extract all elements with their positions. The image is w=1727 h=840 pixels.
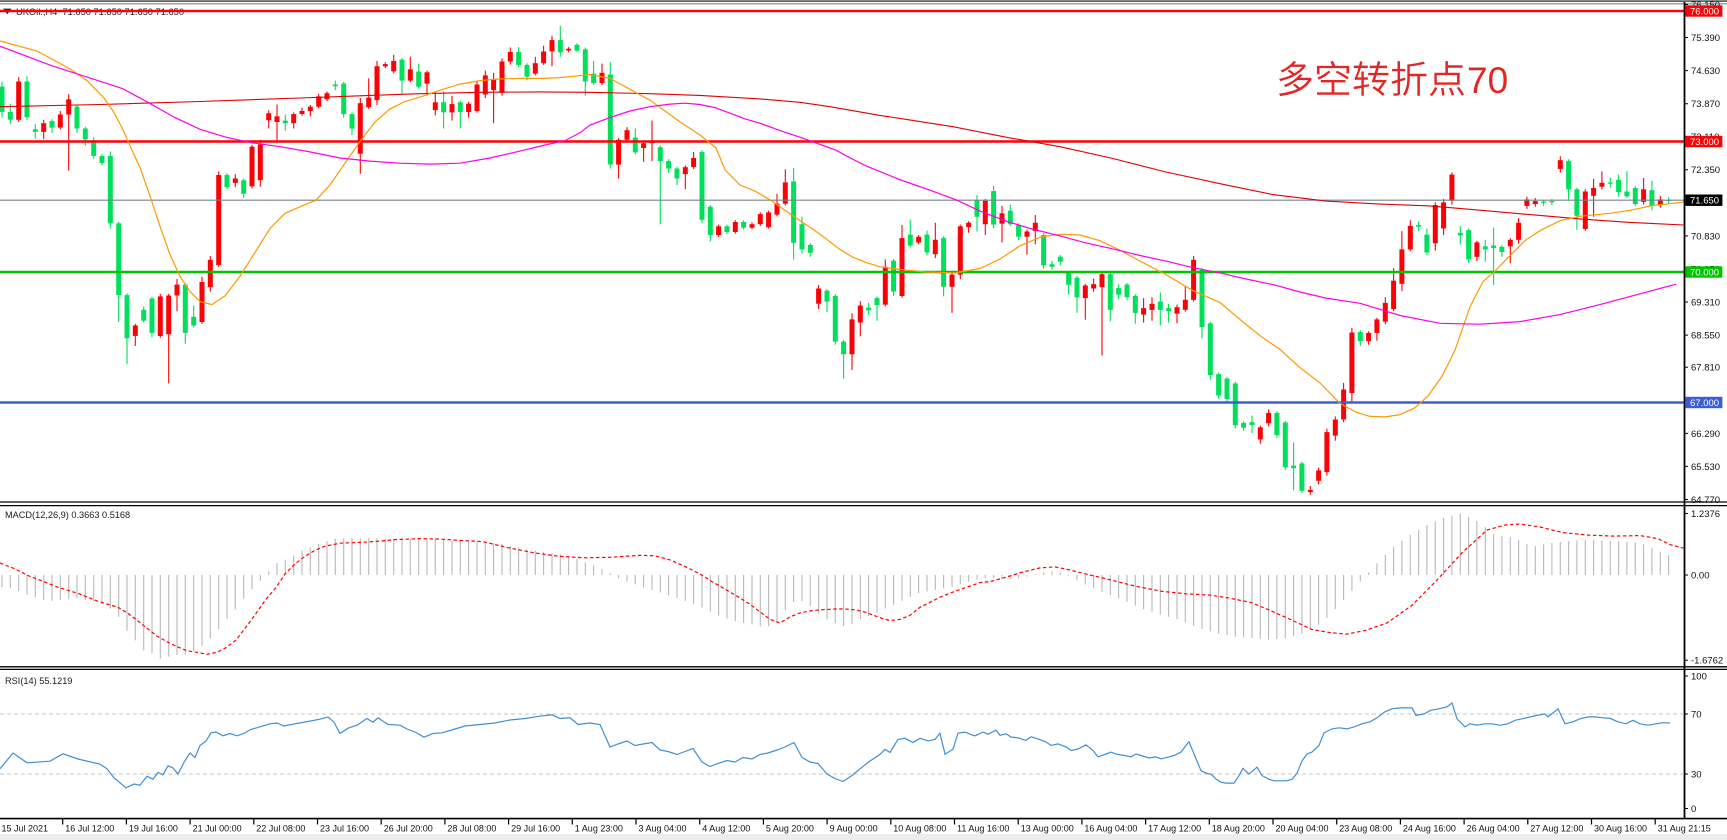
svg-text:15 Jul 2021: 15 Jul 2021 [2, 823, 49, 833]
svg-text:72.350: 72.350 [1691, 165, 1720, 176]
svg-text:13 Aug 00:00: 13 Aug 00:00 [1021, 823, 1074, 833]
svg-text:26 Aug 04:00: 26 Aug 04:00 [1467, 823, 1520, 833]
svg-text:73.000: 73.000 [1690, 137, 1719, 148]
svg-text:RSI(14) 55.1219: RSI(14) 55.1219 [5, 676, 72, 686]
svg-text:67.810: 67.810 [1691, 363, 1720, 374]
svg-text:16 Jul 12:00: 16 Jul 12:00 [65, 823, 114, 833]
svg-text:66.290: 66.290 [1691, 429, 1720, 440]
svg-text:64.770: 64.770 [1691, 495, 1720, 506]
svg-text:73.870: 73.870 [1691, 99, 1720, 110]
svg-text:17 Aug 12:00: 17 Aug 12:00 [1148, 823, 1201, 833]
svg-text:67.000: 67.000 [1690, 398, 1719, 409]
svg-text:31 Aug 21:15: 31 Aug 21:15 [1658, 823, 1711, 833]
svg-text:10 Aug 08:00: 10 Aug 08:00 [893, 823, 946, 833]
svg-text:65.530: 65.530 [1691, 462, 1720, 473]
svg-text:70: 70 [1691, 709, 1702, 720]
svg-text:70.830: 70.830 [1691, 231, 1720, 242]
svg-text:30 Aug 16:00: 30 Aug 16:00 [1594, 823, 1647, 833]
svg-text:20 Aug 04:00: 20 Aug 04:00 [1276, 823, 1329, 833]
svg-text:68.550: 68.550 [1691, 331, 1720, 342]
svg-text:16 Aug 04:00: 16 Aug 04:00 [1084, 823, 1137, 833]
svg-text:0.00: 0.00 [1691, 570, 1710, 581]
svg-text:24 Aug 16:00: 24 Aug 16:00 [1403, 823, 1456, 833]
svg-text:23 Aug 08:00: 23 Aug 08:00 [1339, 823, 1392, 833]
svg-text:23 Jul 16:00: 23 Jul 16:00 [320, 823, 369, 833]
svg-text:28 Jul 08:00: 28 Jul 08:00 [447, 823, 496, 833]
svg-text:19 Jul 16:00: 19 Jul 16:00 [129, 823, 178, 833]
svg-text:70: 70 [1467, 60, 1508, 101]
svg-text:30: 30 [1691, 769, 1702, 780]
svg-text:5 Aug 20:00: 5 Aug 20:00 [766, 823, 814, 833]
svg-text:26 Jul 20:00: 26 Jul 20:00 [384, 823, 433, 833]
svg-text:71.650: 71.650 [1690, 196, 1719, 207]
svg-text:22 Jul 08:00: 22 Jul 08:00 [256, 823, 305, 833]
svg-text:74.630: 74.630 [1691, 66, 1720, 77]
svg-text:27 Aug 12:00: 27 Aug 12:00 [1530, 823, 1583, 833]
svg-text:9 Aug 00:00: 9 Aug 00:00 [830, 823, 878, 833]
svg-text:100: 100 [1691, 672, 1707, 683]
svg-text:0: 0 [1691, 804, 1696, 815]
svg-text:MACD(12,26,9) 0.3663 0.5168: MACD(12,26,9) 0.3663 0.5168 [5, 510, 130, 520]
svg-text:-1.6762: -1.6762 [1691, 656, 1723, 667]
svg-text:1.2376: 1.2376 [1691, 509, 1720, 520]
svg-text:4 Aug 12:00: 4 Aug 12:00 [702, 823, 750, 833]
svg-text:70.000: 70.000 [1690, 268, 1719, 279]
svg-text:29 Jul 16:00: 29 Jul 16:00 [511, 823, 560, 833]
svg-text:76.000: 76.000 [1690, 7, 1719, 18]
svg-text:21 Jul 00:00: 21 Jul 00:00 [193, 823, 242, 833]
svg-text:69.310: 69.310 [1691, 297, 1720, 308]
svg-text:3 Aug 04:00: 3 Aug 04:00 [639, 823, 687, 833]
svg-text:18 Aug 20:00: 18 Aug 20:00 [1212, 823, 1265, 833]
svg-text:1 Aug 23:00: 1 Aug 23:00 [575, 823, 623, 833]
svg-text:75.390: 75.390 [1691, 33, 1720, 44]
svg-text:11 Aug 16:00: 11 Aug 16:00 [957, 823, 1009, 833]
